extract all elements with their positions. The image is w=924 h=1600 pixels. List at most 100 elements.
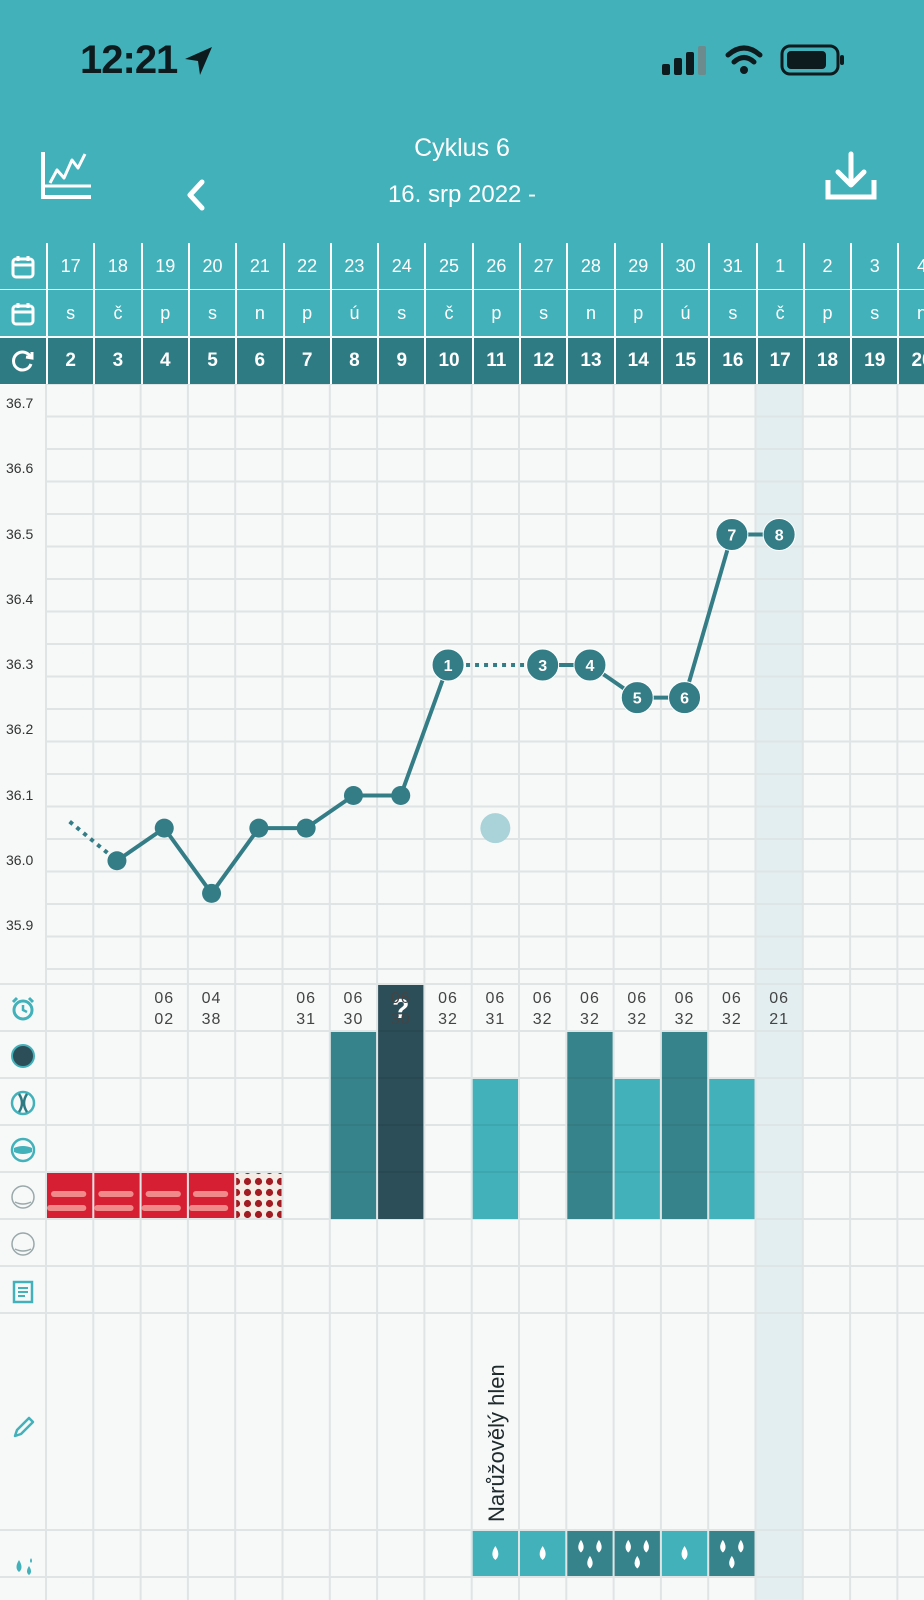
chart-icon[interactable] xyxy=(40,150,94,202)
temperature-point[interactable] xyxy=(154,818,174,838)
mucus-bar[interactable] xyxy=(661,1032,708,1219)
temperature-point[interactable] xyxy=(296,818,316,838)
date-cell[interactable]: 24 xyxy=(377,243,424,289)
weekday-cell[interactable]: ú xyxy=(329,290,377,336)
cycle-day-cell[interactable]: 17 xyxy=(755,338,803,384)
cycle-day-cell[interactable]: 2 xyxy=(46,338,93,384)
drop-icon xyxy=(587,1555,593,1569)
date-cell[interactable]: 21 xyxy=(235,243,282,289)
sensation-cell[interactable] xyxy=(567,1531,613,1576)
temperature-point[interactable] xyxy=(431,648,465,682)
weekday-cell[interactable]: s xyxy=(519,290,566,336)
temperature-point[interactable] xyxy=(526,648,560,682)
date-cell[interactable]: 17 xyxy=(46,243,93,289)
weekday-cell[interactable]: p xyxy=(471,290,519,336)
empty-circle-icon xyxy=(11,1232,35,1256)
download-icon[interactable] xyxy=(824,150,878,202)
date-cell[interactable]: 25 xyxy=(424,243,471,289)
cycle-day-cell[interactable]: 20 xyxy=(897,338,924,384)
cycle-date-range: 16. srp 2022 - xyxy=(387,181,537,208)
mucus-bar[interactable] xyxy=(567,1032,613,1219)
weekday-cell[interactable]: ú xyxy=(660,290,708,336)
cycle-day-cell[interactable]: 15 xyxy=(660,338,708,384)
weekday-cell[interactable]: p xyxy=(802,290,850,336)
date-cell[interactable]: 20 xyxy=(187,243,235,289)
period-stripe xyxy=(51,1191,87,1197)
sensation-cell[interactable] xyxy=(614,1531,660,1576)
weekday-cell[interactable]: s xyxy=(46,290,93,336)
cycle-title: Cyklus 6 xyxy=(414,134,510,162)
cycle-day-cell[interactable]: 8 xyxy=(329,338,377,384)
cycle-day-cell[interactable]: 9 xyxy=(377,338,424,384)
spotting-cell[interactable] xyxy=(236,1173,282,1218)
temperature-point[interactable] xyxy=(249,818,269,838)
drop-icon xyxy=(539,1546,546,1560)
temperature-point[interactable] xyxy=(715,518,749,551)
date-cell[interactable]: 30 xyxy=(660,243,708,289)
date-cell[interactable]: 4 xyxy=(897,243,924,289)
date-cell[interactable]: 26 xyxy=(471,243,519,289)
cycle-day-cell[interactable]: 5 xyxy=(187,338,235,384)
temperature-point[interactable] xyxy=(668,681,702,715)
date-cell[interactable]: 22 xyxy=(282,243,330,289)
cycle-day-cell[interactable]: 19 xyxy=(850,338,897,384)
weekday-cell[interactable]: n xyxy=(897,290,924,336)
drop-icon xyxy=(578,1539,584,1553)
cycle-day-cell[interactable]: 18 xyxy=(802,338,850,384)
weekday-cell[interactable]: s xyxy=(187,290,235,336)
date-cell[interactable]: 3 xyxy=(850,243,897,289)
excluded-temperature-point[interactable] xyxy=(480,813,511,844)
point-label: 1 xyxy=(444,658,453,675)
temperature-point[interactable] xyxy=(391,786,411,805)
cycle-day-cell[interactable]: 11 xyxy=(471,338,519,384)
date-cell[interactable]: 27 xyxy=(519,243,566,289)
weekday-cell[interactable]: s xyxy=(850,290,897,336)
date-cell[interactable]: 2 xyxy=(802,243,850,289)
date-cell[interactable]: 18 xyxy=(93,243,140,289)
sensation-cell[interactable] xyxy=(709,1531,755,1576)
temperature-point[interactable] xyxy=(762,518,796,551)
temperature-point[interactable] xyxy=(202,883,222,903)
date-cell[interactable]: 29 xyxy=(613,243,661,289)
cycle-day-cell[interactable]: 10 xyxy=(424,338,471,384)
weekday-cell[interactable]: p xyxy=(282,290,330,336)
weekday-cell[interactable]: p xyxy=(140,290,188,336)
weekday-cell[interactable]: n xyxy=(566,290,613,336)
weekday-cell[interactable]: s xyxy=(708,290,755,336)
cycle-day-cell[interactable]: 4 xyxy=(140,338,188,384)
date-cell[interactable]: 23 xyxy=(329,243,377,289)
weekday-cell[interactable]: p xyxy=(613,290,661,336)
weekday-cell[interactable]: č xyxy=(424,290,471,336)
weekday-cell[interactable]: č xyxy=(93,290,140,336)
wifi-icon xyxy=(725,45,763,74)
temperature-point[interactable] xyxy=(620,681,654,715)
weekday-cell[interactable]: č xyxy=(755,290,803,336)
dark-circle-icon xyxy=(11,1044,35,1068)
period-stripe xyxy=(94,1205,134,1211)
temperature-point[interactable] xyxy=(107,851,127,871)
date-cell[interactable]: 19 xyxy=(140,243,188,289)
date-cell[interactable]: 28 xyxy=(566,243,613,289)
temperature-point[interactable] xyxy=(573,648,607,682)
cycle-chart[interactable]: ? 1 3 4 5 6 7 8 xyxy=(0,384,924,1600)
mucus-bar[interactable] xyxy=(614,1079,660,1219)
temperature-point[interactable] xyxy=(343,786,363,805)
cycle-day-cell[interactable]: 14 xyxy=(613,338,661,384)
cycle-day-cell[interactable]: 7 xyxy=(282,338,330,384)
mucus-bar[interactable] xyxy=(378,985,424,1219)
mucus-bar[interactable] xyxy=(472,1079,518,1219)
weekday-cell[interactable]: n xyxy=(235,290,282,336)
cycle-day-cell[interactable]: 13 xyxy=(566,338,613,384)
chevron-left-icon[interactable] xyxy=(184,178,208,212)
cycle-day-cell[interactable]: 12 xyxy=(519,338,566,384)
mucus-bar[interactable] xyxy=(330,1032,377,1219)
weekday-cell[interactable]: s xyxy=(377,290,424,336)
mucus-bar[interactable] xyxy=(709,1079,755,1219)
cycle-day-cell[interactable]: 6 xyxy=(235,338,282,384)
date-cell[interactable]: 1 xyxy=(755,243,803,289)
cycle-day-cell[interactable]: 3 xyxy=(93,338,140,384)
cycle-day-cell[interactable]: 16 xyxy=(708,338,755,384)
date-cell[interactable]: 31 xyxy=(708,243,755,289)
alarm-clock-icon xyxy=(11,996,35,1021)
